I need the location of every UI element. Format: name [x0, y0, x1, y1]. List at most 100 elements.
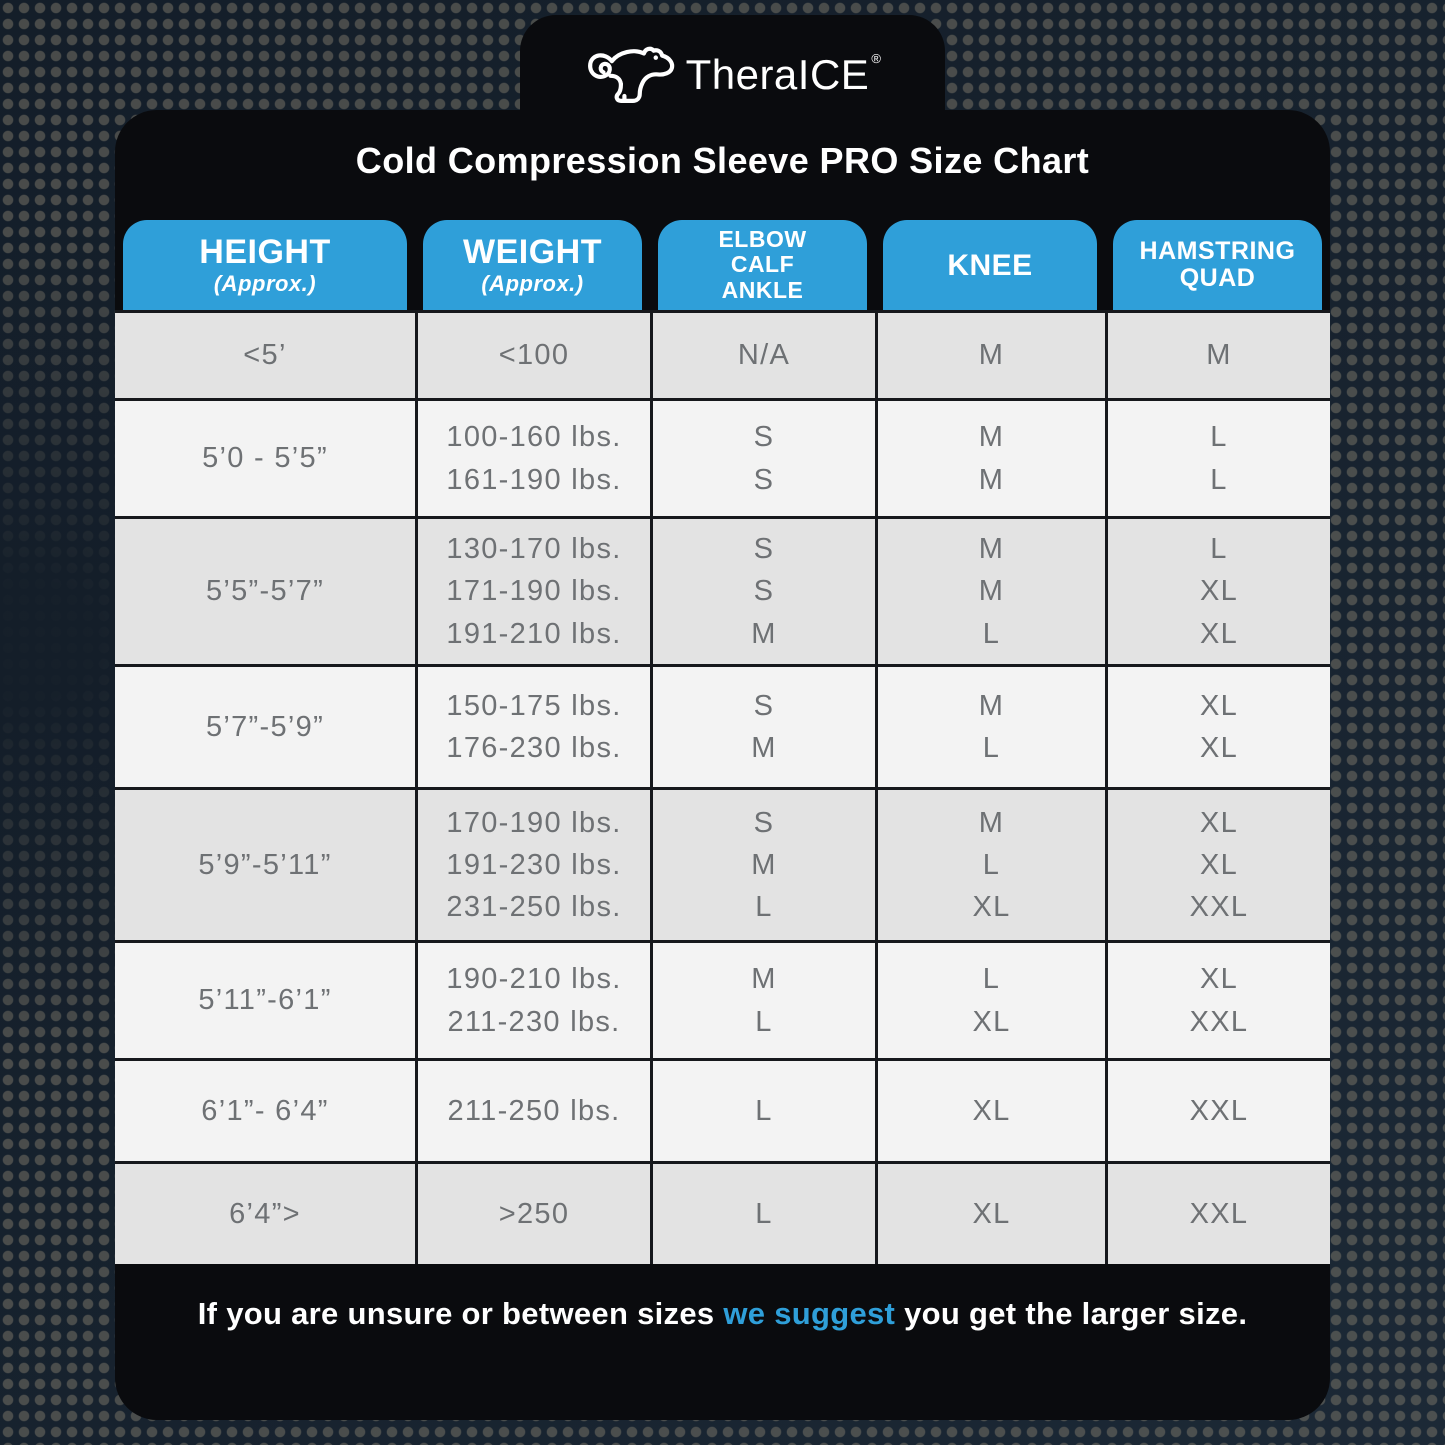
- table-cell: 5’7”-5’9”: [115, 667, 415, 787]
- table-cell: M: [875, 313, 1105, 398]
- cell-value: L: [982, 963, 1001, 996]
- cell-value: 211-250 lbs.: [447, 1094, 621, 1127]
- cell-value: 5’7”-5’9”: [205, 710, 325, 743]
- table-cell: XXL: [1105, 1061, 1330, 1161]
- size-table: HEIGHT (Approx.) WEIGHT (Approx.) ELBOW CALF A…: [115, 220, 1330, 1264]
- brand-name: TheraICE ®: [685, 51, 882, 98]
- brand-logo-tab: TheraICE ®: [520, 15, 945, 135]
- cell-value: XL: [1199, 732, 1239, 764]
- cell-value: XXL: [1189, 891, 1249, 924]
- cell-value: 171-190 lbs.: [446, 575, 622, 608]
- cell-value: 5’5”-5’7”: [205, 575, 325, 608]
- cell-value: M: [978, 806, 1005, 839]
- cell-value: 130-170 lbs.: [446, 533, 622, 566]
- table-row: 5’0 - 5’5” 100-160 lbs. 161-190 lbs. S S M M L L: [115, 398, 1330, 516]
- polar-bear-icon: [587, 46, 674, 103]
- cell-value: XL: [972, 1094, 1011, 1127]
- cell-value: M: [978, 533, 1005, 566]
- cell-value: <5’: [243, 339, 287, 372]
- cell-value: XL: [1199, 806, 1239, 839]
- cell-value: 5’0 - 5’5”: [202, 442, 328, 475]
- note-text-post: you get the larger size.: [895, 1296, 1248, 1331]
- cell-value: 191-210 lbs.: [446, 617, 622, 650]
- cell-value: 6’4”>: [229, 1197, 301, 1230]
- column-header-knee: KNEE: [883, 220, 1097, 310]
- cell-value: N/A: [737, 339, 791, 372]
- header-label: HEIGHT: [199, 232, 331, 271]
- cell-value: XL: [1199, 617, 1239, 650]
- table-body: <5’ <100 N/A M M 5’0 - 5’5” 100-160 lbs. 161-19…: [115, 310, 1330, 1264]
- table-row: 5’9”-5’11” 170-190 lbs. 191-230 lbs. 231-25…: [115, 787, 1330, 940]
- table-cell: XL: [875, 1164, 1105, 1264]
- note-highlight: we suggest: [723, 1296, 896, 1331]
- cell-value: XL: [972, 1197, 1011, 1230]
- table-row: <5’ <100 N/A M M: [115, 310, 1330, 398]
- column-header-hamstring-quad: HAMSTRING QUAD: [1113, 220, 1322, 310]
- table-cell: N/A: [650, 313, 875, 398]
- cell-value: >250: [498, 1197, 570, 1230]
- table-cell: >250: [415, 1164, 650, 1264]
- header-label: QUAD: [1179, 264, 1256, 292]
- cell-value: 170-190 lbs.: [446, 806, 622, 839]
- table-cell: 6’1”- 6’4”: [115, 1061, 415, 1161]
- cell-value: 231-250 lbs.: [446, 891, 622, 924]
- table-cell: 5’9”-5’11”: [115, 790, 415, 940]
- cell-value: S: [753, 575, 775, 608]
- cell-value: 190-210 lbs.: [446, 963, 622, 996]
- cell-value: L: [755, 1197, 773, 1230]
- cell-value: 176-230 lbs.: [446, 732, 622, 764]
- cell-value: M: [978, 575, 1005, 608]
- cell-value: 5’11”-6’1”: [198, 984, 332, 1017]
- table-row: 5’11”-6’1” 190-210 lbs. 211-230 lbs. M L L XL X…: [115, 940, 1330, 1058]
- table-cell: XL: [875, 1061, 1105, 1161]
- table-cell: M: [1105, 313, 1330, 398]
- table-cell: L XL: [875, 943, 1105, 1058]
- header-label: ELBOW: [718, 226, 807, 253]
- table-cell: <100: [415, 313, 650, 398]
- cell-value: S: [753, 463, 775, 496]
- cell-value: XL: [1199, 848, 1239, 881]
- cell-value: <100: [498, 339, 570, 372]
- cell-value: M: [978, 339, 1005, 372]
- cell-value: L: [755, 891, 773, 924]
- cell-value: XL: [1199, 689, 1239, 722]
- table-row: 5’7”-5’9” 150-175 lbs. 176-230 lbs. S M M L XL X…: [115, 664, 1330, 787]
- table-cell: XL XL: [1105, 667, 1330, 787]
- cell-value: XL: [1199, 575, 1239, 608]
- table-cell: 6’4”>: [115, 1164, 415, 1264]
- cell-value: 191-230 lbs.: [446, 848, 622, 881]
- table-cell: XXL: [1105, 1164, 1330, 1264]
- header-sublabel: (Approx.): [213, 271, 317, 297]
- cell-value: XXL: [1189, 1197, 1249, 1230]
- cell-value: XXL: [1189, 1005, 1249, 1038]
- cell-value: L: [982, 732, 1001, 764]
- cell-value: M: [1206, 339, 1232, 372]
- table-cell: 211-250 lbs.: [415, 1061, 650, 1161]
- column-header-weight: WEIGHT (Approx.): [423, 220, 642, 310]
- cell-value: XXL: [1189, 1094, 1249, 1127]
- cell-value: M: [751, 617, 777, 650]
- cell-value: M: [978, 421, 1005, 454]
- cell-value: L: [755, 1094, 773, 1127]
- table-cell: 150-175 lbs. 176-230 lbs.: [415, 667, 650, 787]
- table-row: 6’4”> >250 L XL XXL: [115, 1161, 1330, 1264]
- cell-value: S: [753, 421, 775, 454]
- cell-value: 161-190 lbs.: [446, 463, 622, 496]
- cell-value: L: [1210, 463, 1228, 496]
- cell-value: L: [1210, 533, 1228, 566]
- header-label: CALF: [730, 251, 795, 278]
- table-cell: <5’: [115, 313, 415, 398]
- table-cell: 190-210 lbs. 211-230 lbs.: [415, 943, 650, 1058]
- cell-value: L: [982, 617, 1001, 650]
- cell-value: M: [978, 689, 1005, 722]
- table-cell: L: [650, 1061, 875, 1161]
- table-row: 6’1”- 6’4” 211-250 lbs. L XL XXL: [115, 1058, 1330, 1161]
